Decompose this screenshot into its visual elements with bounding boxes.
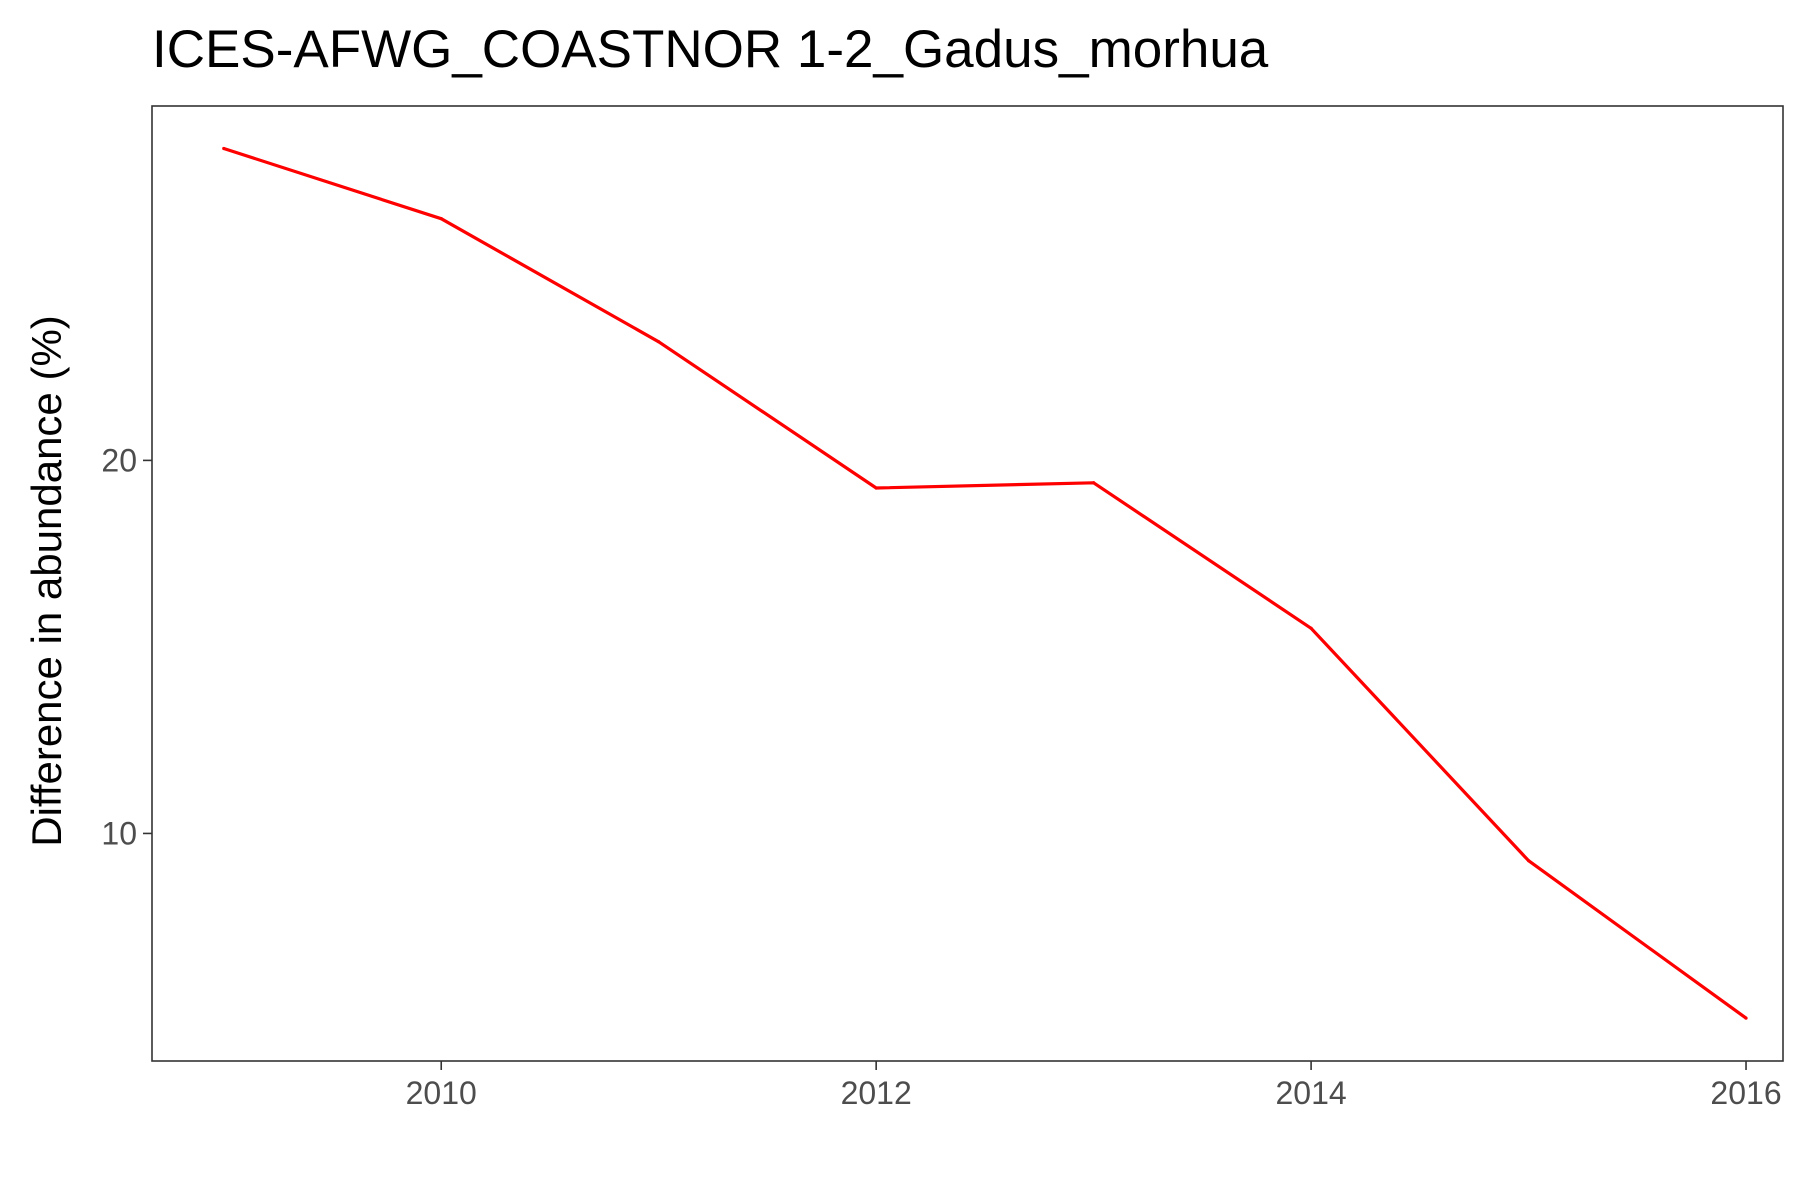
data-point	[439, 217, 443, 221]
plot-panel	[151, 105, 1784, 1062]
data-point	[1092, 481, 1096, 485]
x-tick-label: 2016	[1710, 1075, 1781, 1111]
data-point	[1744, 1016, 1748, 1020]
chart-title: ICES-AFWG_COASTNOR 1-2_Gadus_morhua	[152, 20, 1269, 79]
x-tick-label: 2014	[1276, 1075, 1347, 1111]
series-line	[223, 146, 1747, 1020]
x-tick-label: 2010	[406, 1075, 477, 1111]
y-tick-label: 20	[101, 442, 137, 478]
data-point	[222, 146, 226, 151]
data-point	[1309, 626, 1313, 630]
data-point	[1526, 859, 1531, 863]
series-layer	[222, 146, 1748, 1020]
x-tick-label: 2012	[841, 1075, 912, 1111]
axis-ticks: 2010 2012 2014 2016 10 20	[101, 442, 1781, 1111]
y-axis-label: Difference in abundance (%)	[23, 315, 70, 847]
data-point	[874, 486, 878, 490]
data-point	[657, 340, 661, 344]
y-tick-label: 10	[101, 815, 137, 851]
